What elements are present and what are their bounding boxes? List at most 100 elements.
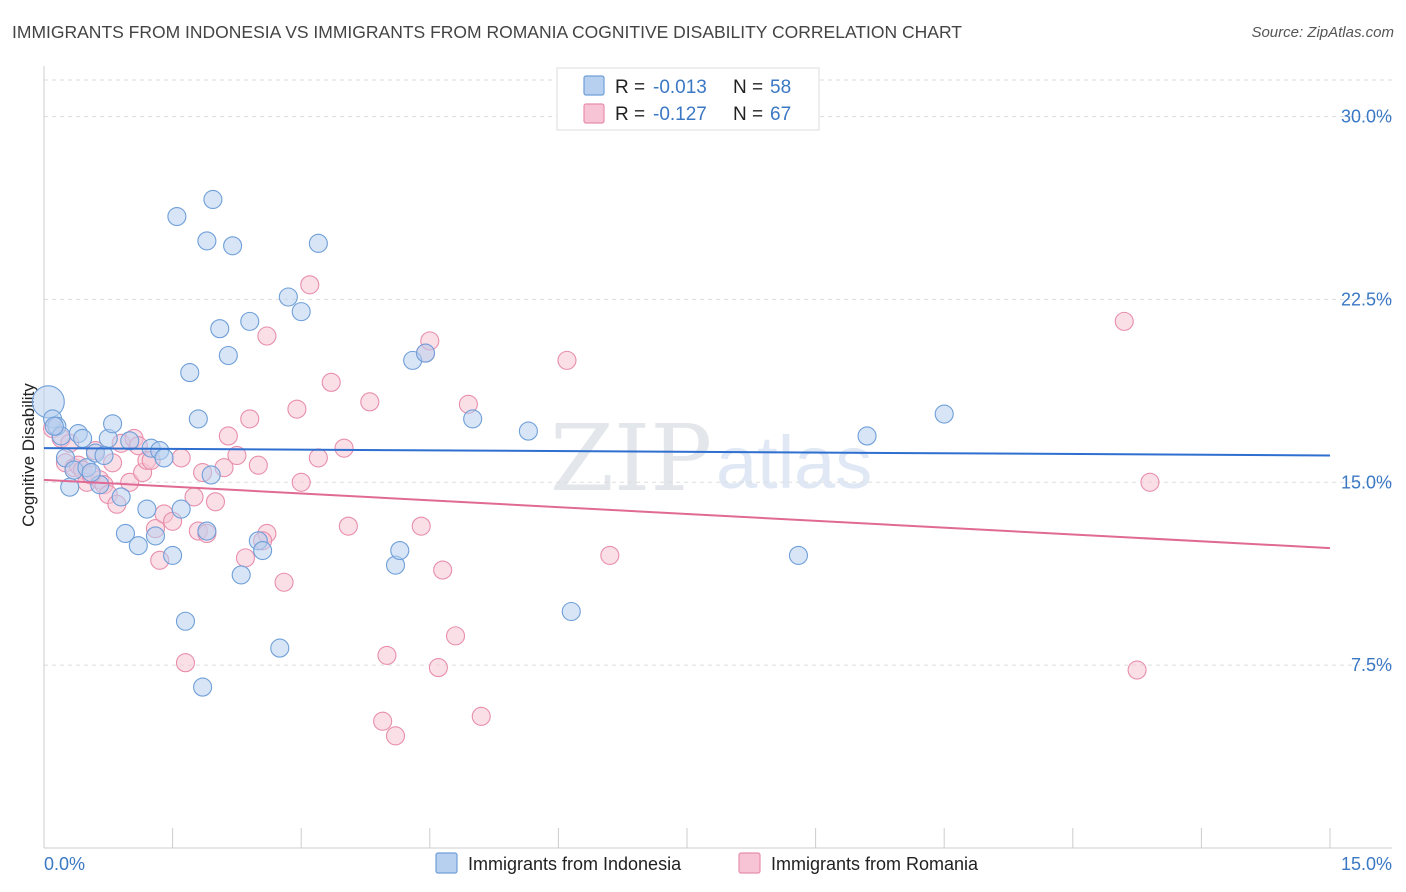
indonesia-point-29 (201, 465, 221, 485)
indonesia-point-55 (81, 462, 101, 483)
chart-title: IMMIGRANTS FROM INDONESIA VS IMMIGRANTS … (12, 22, 962, 42)
indonesia-point-39 (270, 638, 290, 658)
indonesia-point-30 (197, 231, 217, 251)
y-tick-label-0: 7.5% (1351, 655, 1392, 675)
series-romania-points (43, 275, 1160, 746)
y-axis-label: Cognitive Disability (19, 383, 38, 527)
series-legend: Immigrants from Indonesia Immigrants fro… (435, 852, 979, 874)
romania-point-38 (257, 326, 277, 346)
bottom-legend-indonesia: Immigrants from Indonesia (468, 854, 682, 874)
romania-point-29 (205, 492, 226, 512)
indonesia-point-28 (197, 521, 217, 541)
bottom-legend-swatch-indonesia (435, 852, 458, 874)
indonesia-point-48 (518, 421, 538, 441)
indonesia-point-12 (103, 414, 123, 434)
romania-point-41 (291, 472, 311, 492)
indonesia-point-54 (73, 428, 93, 448)
indonesia-point-22 (171, 499, 191, 519)
romania-point-14 (120, 472, 140, 492)
romania-point-32 (227, 445, 247, 466)
legend-swatch-romania (583, 103, 605, 124)
indonesia-point-25 (180, 363, 200, 383)
indonesia-point-33 (218, 345, 238, 366)
y-tick-label-1: 15.0% (1341, 472, 1392, 492)
romania-point-45 (334, 438, 354, 458)
x-tick-label-end: 15.0% (1341, 854, 1392, 874)
indonesia-point-32 (210, 319, 230, 339)
y-tick-label-3: 30.0% (1341, 107, 1392, 127)
indonesia-point-18 (145, 526, 166, 546)
indonesia-point-31 (203, 189, 223, 210)
indonesia-point-15 (128, 536, 148, 556)
legend-r-value-2: -0.127 (653, 104, 707, 125)
romania-point-63 (1140, 472, 1160, 492)
romania-point-62 (1127, 660, 1147, 680)
legend-r-value-1: -0.013 (653, 77, 707, 98)
legend-r-label-1: R = (615, 77, 645, 98)
axes (43, 66, 1392, 849)
romania-point-24 (175, 653, 196, 673)
indonesia-point-14 (115, 523, 135, 544)
indonesia-point-47 (463, 409, 483, 429)
indonesia-point-13 (111, 487, 131, 507)
x-tick-label-start: 0.0% (44, 854, 85, 874)
legend-n-label-2: N = (733, 104, 763, 125)
romania-point-39 (274, 572, 294, 592)
indonesia-point-41 (291, 302, 311, 322)
indonesia-trend-line (43, 447, 1331, 457)
romania-point-40 (287, 399, 307, 419)
indonesia-point-16 (137, 499, 157, 519)
romania-point-59 (557, 350, 577, 370)
indonesia-point-53 (44, 416, 64, 436)
romania-trend-line (43, 478, 1331, 550)
trend-lines (43, 447, 1331, 550)
indonesia-point-35 (231, 565, 251, 585)
romania-point-23 (171, 448, 191, 468)
romania-point-44 (321, 372, 341, 392)
legend-n-label-1: N = (733, 77, 763, 98)
y-tick-label-2: 22.5% (1341, 289, 1392, 309)
watermark-zip: ZIP (550, 405, 712, 512)
series-indonesia-points (31, 189, 954, 697)
indonesia-point-21 (163, 545, 183, 565)
indonesia-point-49 (561, 601, 581, 622)
romania-point-31 (218, 426, 238, 446)
indonesia-point-20 (154, 448, 174, 468)
romania-point-54 (428, 658, 448, 678)
indonesia-point-36 (240, 311, 260, 331)
romania-point-60 (600, 545, 620, 565)
indonesia-point-23 (175, 611, 196, 631)
romania-point-61 (1114, 311, 1134, 331)
indonesia-point-38 (253, 541, 273, 561)
romania-point-55 (433, 560, 453, 580)
source-credit: Source: ZipAtlas.com (1251, 24, 1394, 41)
x-tick-labels: 0.0% 15.0% (44, 854, 1392, 874)
indonesia-point-24 (167, 206, 187, 227)
romania-point-34 (240, 409, 260, 429)
legend-r-label-2: R = (615, 104, 645, 125)
indonesia-point-26 (188, 409, 208, 429)
indonesia-point-44 (390, 541, 410, 561)
y-tick-labels: 7.5% 15.0% 22.5% 30.0% (1341, 107, 1392, 676)
bottom-legend-romania: Immigrants from Romania (771, 854, 979, 874)
indonesia-point-57 (120, 431, 140, 451)
indonesia-point-42 (308, 233, 328, 253)
romania-point-43 (308, 448, 328, 468)
romania-point-58 (471, 706, 491, 726)
romania-point-35 (248, 455, 268, 475)
indonesia-point-40 (278, 287, 298, 307)
indonesia-point-52 (934, 404, 954, 424)
romania-point-46 (338, 516, 358, 536)
romania-point-47 (360, 392, 380, 412)
legend-swatch-indonesia (583, 75, 605, 96)
romania-point-50 (385, 726, 406, 746)
romania-point-42 (300, 275, 320, 295)
romania-point-51 (411, 516, 431, 536)
indonesia-point-56 (94, 445, 114, 466)
indonesia-point-27 (193, 677, 213, 697)
correlation-legend: R = -0.013 N = 58 R = -0.127 N = 67 (556, 67, 820, 131)
legend-n-value-2: 67 (770, 104, 791, 125)
romania-point-48 (373, 711, 393, 731)
legend-n-value-1: 58 (770, 77, 791, 98)
